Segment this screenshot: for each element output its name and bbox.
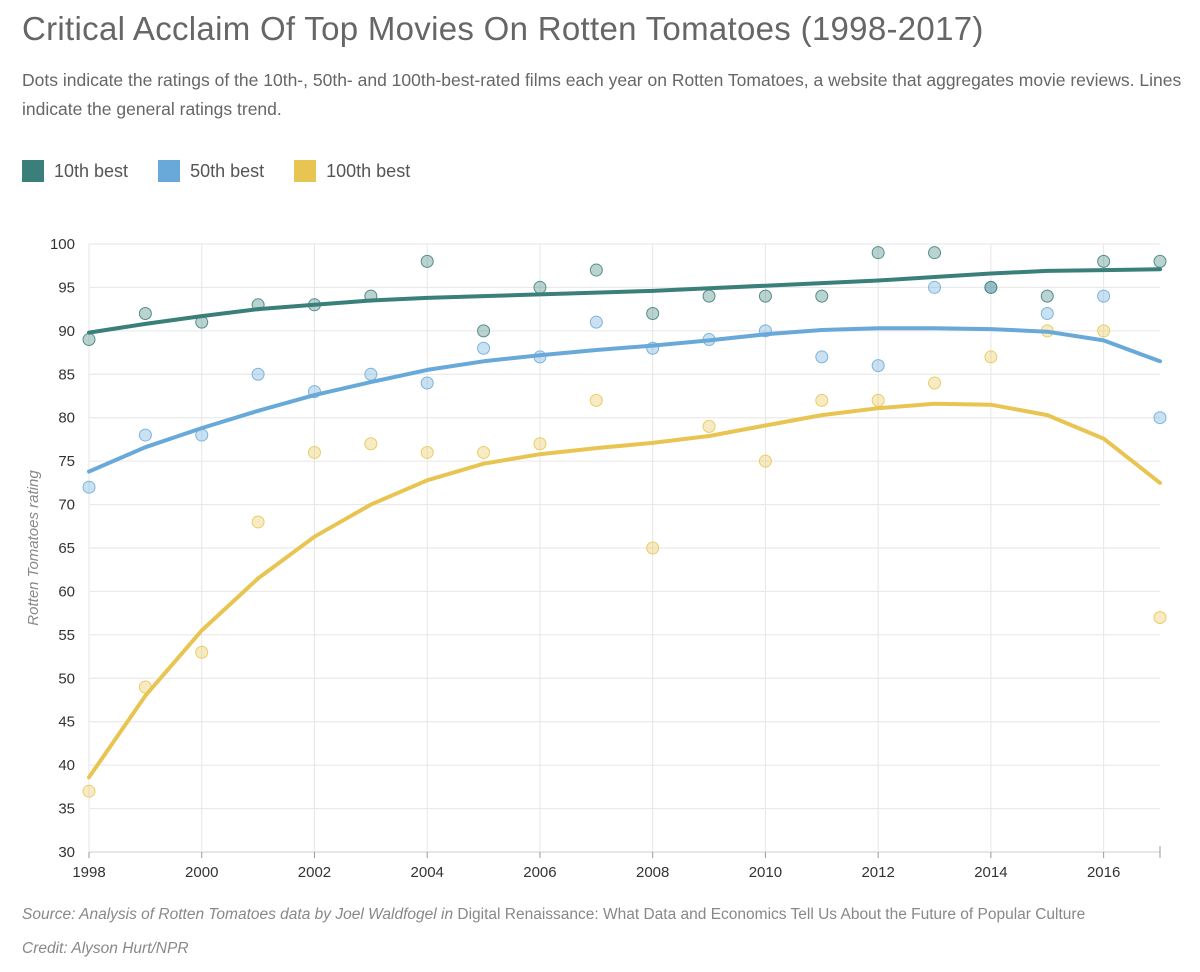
x-tick-label-1998: 1998 bbox=[72, 864, 105, 881]
dot-50th-2003 bbox=[364, 367, 378, 381]
x-tick-label-2000: 2000 bbox=[185, 864, 218, 881]
dots-10th bbox=[82, 246, 1167, 347]
dot-10th-2010 bbox=[758, 289, 772, 303]
dot-10th-2013 bbox=[928, 246, 942, 260]
dots-100th bbox=[82, 324, 1167, 798]
chart-subtitle: Dots indicate the ratings of the 10th-, … bbox=[22, 70, 1182, 119]
dot-50th-2005 bbox=[477, 341, 491, 355]
x-tick-label-2012: 2012 bbox=[861, 864, 894, 881]
dot-100th-2013 bbox=[928, 376, 942, 390]
x-tick-label-2010: 2010 bbox=[749, 864, 782, 881]
x-tick-label-2008: 2008 bbox=[636, 864, 669, 881]
dot-10th-2016 bbox=[1097, 254, 1111, 268]
x-tick-label-2002: 2002 bbox=[298, 864, 331, 881]
dot-50th-2001 bbox=[251, 367, 265, 381]
y-tick-label-40: 40 bbox=[58, 757, 75, 774]
dot-100th-2006 bbox=[533, 437, 547, 451]
dot-10th-2015 bbox=[1040, 289, 1054, 303]
legend-item-100th: 100th best bbox=[294, 160, 410, 182]
legend-swatch-100th bbox=[294, 160, 317, 182]
legend-label-10th: 10th best bbox=[54, 160, 129, 181]
legend-label-50th: 50th best bbox=[190, 160, 265, 181]
y-tick-label-100: 100 bbox=[50, 236, 75, 253]
dot-50th-2011 bbox=[815, 350, 829, 364]
y-tick-label-80: 80 bbox=[58, 410, 75, 427]
dot-100th-2007 bbox=[589, 393, 603, 407]
dot-50th-2012 bbox=[871, 359, 885, 373]
y-tick-label-35: 35 bbox=[58, 801, 75, 818]
source-book-title: Digital Renaissance: What Data and Econo… bbox=[457, 906, 1086, 923]
dot-50th-1998 bbox=[82, 480, 96, 494]
x-tick-label-2014: 2014 bbox=[974, 864, 1007, 881]
dot-10th-1999 bbox=[138, 306, 152, 320]
dot-50th-1999 bbox=[138, 428, 152, 442]
dot-50th-2004 bbox=[420, 376, 434, 390]
dot-100th-2001 bbox=[251, 515, 265, 529]
legend-label-100th: 100th best bbox=[326, 160, 411, 181]
x-tick-label-2016: 2016 bbox=[1087, 864, 1120, 881]
dot-100th-2008 bbox=[646, 541, 660, 555]
legend-item-50th: 50th best bbox=[158, 160, 264, 182]
y-tick-label-75: 75 bbox=[58, 453, 75, 470]
dot-50th-2016 bbox=[1097, 289, 1111, 303]
dot-100th-2010 bbox=[758, 454, 772, 468]
dot-100th-2014 bbox=[984, 350, 998, 364]
y-tick-label-95: 95 bbox=[58, 279, 75, 296]
y-tick-label-90: 90 bbox=[58, 323, 75, 340]
legend: 10th best 50th best 100th best bbox=[22, 160, 440, 182]
y-tick-label-55: 55 bbox=[58, 627, 75, 644]
dot-10th-2009 bbox=[702, 289, 716, 303]
legend-swatch-10th bbox=[22, 160, 44, 182]
y-tick-label-60: 60 bbox=[58, 583, 75, 600]
legend-swatch-50th bbox=[158, 160, 181, 182]
dot-50th-2013 bbox=[928, 280, 942, 294]
dot-10th-2012 bbox=[871, 246, 885, 260]
dot-100th-2003 bbox=[364, 437, 378, 451]
y-tick-label-70: 70 bbox=[58, 497, 75, 514]
dot-100th-2011 bbox=[815, 393, 829, 407]
dot-50th-2017 bbox=[1153, 411, 1167, 425]
trend-line-10th bbox=[87, 267, 1162, 335]
dot-100th-2005 bbox=[477, 445, 491, 459]
dot-100th-1998 bbox=[82, 784, 96, 798]
dot-50th-2007 bbox=[589, 315, 603, 329]
dot-10th-2008 bbox=[646, 306, 660, 320]
dot-10th-1998 bbox=[82, 333, 96, 347]
x-tick-label-2004: 2004 bbox=[411, 864, 444, 881]
dot-100th-2017 bbox=[1153, 610, 1167, 624]
y-tick-label-65: 65 bbox=[58, 540, 75, 557]
dot-100th-2016 bbox=[1097, 324, 1111, 338]
credit-note: Credit: Alyson Hurt/NPR bbox=[22, 940, 189, 957]
dot-100th-2004 bbox=[420, 445, 434, 459]
y-tick-label-85: 85 bbox=[58, 366, 75, 383]
x-tick-label-2006: 2006 bbox=[523, 864, 556, 881]
y-tick-label-50: 50 bbox=[58, 670, 75, 687]
dots-50th bbox=[82, 280, 1167, 494]
dot-10th-2007 bbox=[589, 263, 603, 277]
dot-100th-2000 bbox=[195, 645, 209, 659]
y-tick-label-30: 30 bbox=[58, 844, 75, 861]
dot-50th-2015 bbox=[1040, 306, 1054, 320]
dot-10th-2006 bbox=[533, 280, 547, 294]
dot-100th-2009 bbox=[702, 419, 716, 433]
source-note: Source: Analysis of Rotten Tomatoes data… bbox=[22, 906, 1085, 924]
dot-10th-2011 bbox=[815, 289, 829, 303]
y-tick-label-45: 45 bbox=[58, 714, 75, 731]
dot-10th-2004 bbox=[420, 254, 434, 268]
dot-100th-2002 bbox=[307, 445, 321, 459]
y-axis-label: Rotten Tomatoes rating bbox=[25, 470, 42, 626]
source-prefix: Source: Analysis of Rotten Tomatoes data… bbox=[22, 906, 458, 923]
dot-10th-2005 bbox=[477, 324, 491, 338]
dot-10th-2017 bbox=[1153, 254, 1167, 268]
dot-100th-2012 bbox=[871, 393, 885, 407]
trend-line-50th bbox=[87, 326, 1162, 474]
chart-title: Critical Acclaim Of Top Movies On Rotten… bbox=[22, 10, 984, 47]
dot-10th-2014 bbox=[984, 280, 998, 294]
legend-item-10th: 10th best bbox=[22, 160, 128, 182]
trend-line-100th bbox=[87, 401, 1162, 780]
